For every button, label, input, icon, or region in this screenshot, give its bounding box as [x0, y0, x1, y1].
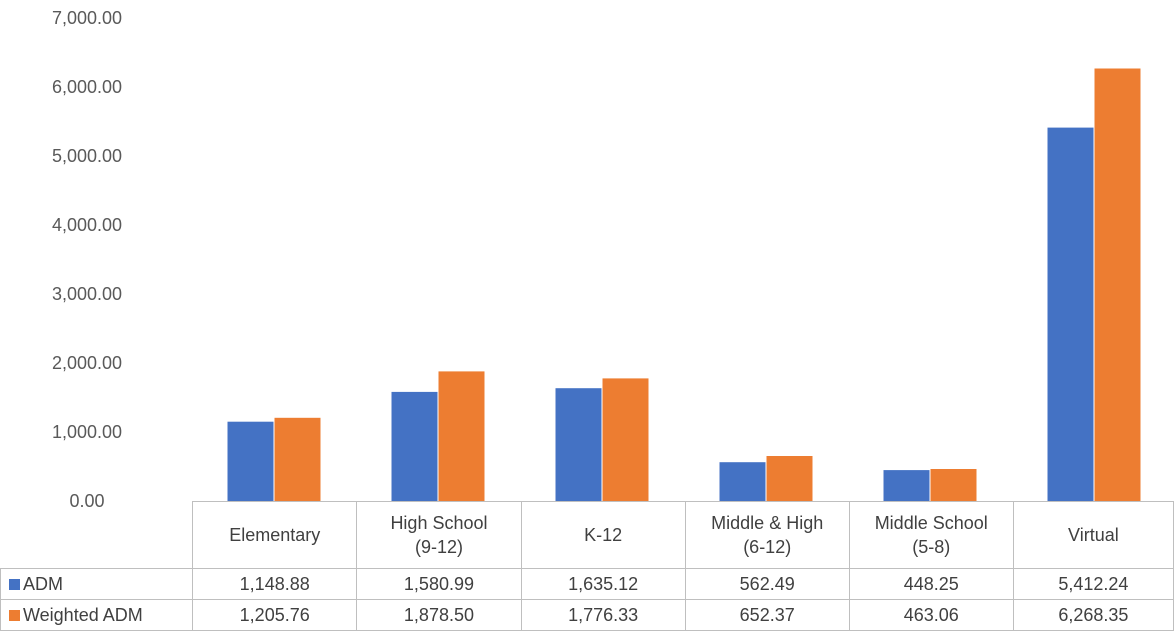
category-label: Elementary	[192, 501, 358, 569]
data-table-row-weighted-adm: Weighted ADM 1,205.76 1,878.50 1,776.33 …	[0, 599, 1174, 631]
legend-swatch-weighted-adm	[9, 609, 20, 621]
category-label: K-12	[520, 501, 686, 569]
legend-entry-adm: ADM	[0, 568, 194, 600]
bar-weighted-adm	[274, 417, 321, 501]
data-label: 562.49	[684, 568, 850, 600]
data-label: 1,148.88	[192, 568, 358, 600]
category-label: Middle & High (6-12)	[684, 501, 850, 569]
y-tick-label: 3,000.00	[52, 284, 122, 304]
category-label: Virtual	[1012, 501, 1174, 569]
legend-swatch-adm	[9, 578, 20, 590]
bar-adm	[227, 421, 274, 501]
bar-weighted-adm	[930, 469, 977, 501]
bar-adm	[555, 388, 602, 501]
bar-weighted-adm	[766, 456, 813, 501]
data-label: 1,635.12	[520, 568, 686, 600]
bar-weighted-adm	[438, 371, 485, 501]
data-label: 5,412.24	[1012, 568, 1174, 600]
data-table-row-adm: ADM 1,148.88 1,580.99 1,635.12 562.49 44…	[0, 568, 1174, 600]
bar-adm	[391, 391, 438, 501]
data-label: 1,776.33	[520, 599, 686, 631]
y-tick-label: 6,000.00	[52, 77, 122, 97]
y-tick-label: 5,000.00	[52, 146, 122, 166]
bars	[227, 68, 1141, 501]
data-table-corner	[0, 501, 194, 569]
category-label: High School (9-12)	[356, 501, 522, 569]
bar-adm	[719, 462, 766, 501]
data-label: 1,205.76	[192, 599, 358, 631]
y-tick-label: 7,000.00	[52, 8, 122, 28]
data-label: 448.25	[848, 568, 1014, 600]
bar-weighted-adm	[602, 378, 649, 501]
bar-chart: 0.001,000.002,000.003,000.004,000.005,00…	[52, 8, 1141, 510]
y-tick-label: 1,000.00	[52, 422, 122, 442]
data-table-header-row: Elementary High School (9-12) K-12 Middl…	[0, 501, 1174, 569]
bar-adm	[1047, 127, 1094, 501]
bar-adm	[883, 470, 930, 501]
data-label: 1,580.99	[356, 568, 522, 600]
data-label: 463.06	[848, 599, 1014, 631]
y-axis: 0.001,000.002,000.003,000.004,000.005,00…	[52, 8, 122, 510]
data-label: 6,268.35	[1012, 599, 1174, 631]
legend-entry-weighted-adm: Weighted ADM	[0, 599, 194, 631]
y-tick-label: 2,000.00	[52, 353, 122, 373]
data-table: Elementary High School (9-12) K-12 Middl…	[0, 501, 1174, 631]
data-label: 652.37	[684, 599, 850, 631]
y-tick-label: 4,000.00	[52, 215, 122, 235]
data-label: 1,878.50	[356, 599, 522, 631]
category-label: Middle School (5-8)	[848, 501, 1014, 569]
bar-weighted-adm	[1094, 68, 1141, 501]
